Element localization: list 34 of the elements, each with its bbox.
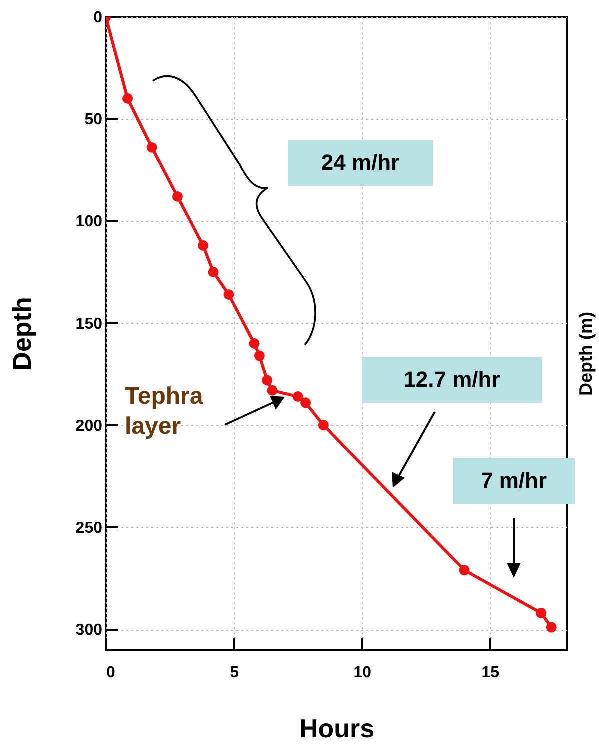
annotation: Tephra layer	[125, 382, 204, 442]
point	[146, 142, 158, 153]
point	[122, 93, 134, 104]
x-tick-label: 10	[354, 664, 372, 682]
point	[172, 191, 183, 202]
x-axis-title: Hours	[299, 714, 375, 744]
point	[536, 608, 547, 618]
point	[459, 565, 470, 576]
y-tick-label: 250	[76, 520, 103, 537]
label-box: 12.7 m/hr	[362, 357, 542, 403]
y-tick-label: 50	[84, 112, 103, 129]
y-tick-label: 0	[94, 10, 103, 26]
point	[267, 385, 278, 396]
label-box: 7 m/hr	[453, 458, 575, 504]
y-tick-label: 200	[76, 418, 103, 435]
point	[262, 375, 273, 386]
point	[198, 240, 209, 251]
point	[249, 338, 260, 349]
point	[208, 267, 219, 278]
y-tick-label: 300	[76, 622, 103, 640]
point	[292, 392, 304, 402]
x-tick-label: 0	[106, 664, 116, 682]
point	[224, 289, 234, 300]
point	[300, 398, 312, 408]
point	[254, 350, 265, 362]
point	[318, 420, 329, 431]
x-tick-label: 15	[482, 664, 500, 682]
point	[546, 622, 557, 633]
label-box: 24 m/hr	[288, 140, 433, 186]
y-tick-label: 100	[76, 214, 103, 231]
x-tick-label: 5	[230, 664, 240, 682]
y-axis-title: Depth	[6, 297, 37, 371]
y-tick-label: 150	[76, 316, 103, 333]
text: Depth (m)	[576, 312, 597, 396]
